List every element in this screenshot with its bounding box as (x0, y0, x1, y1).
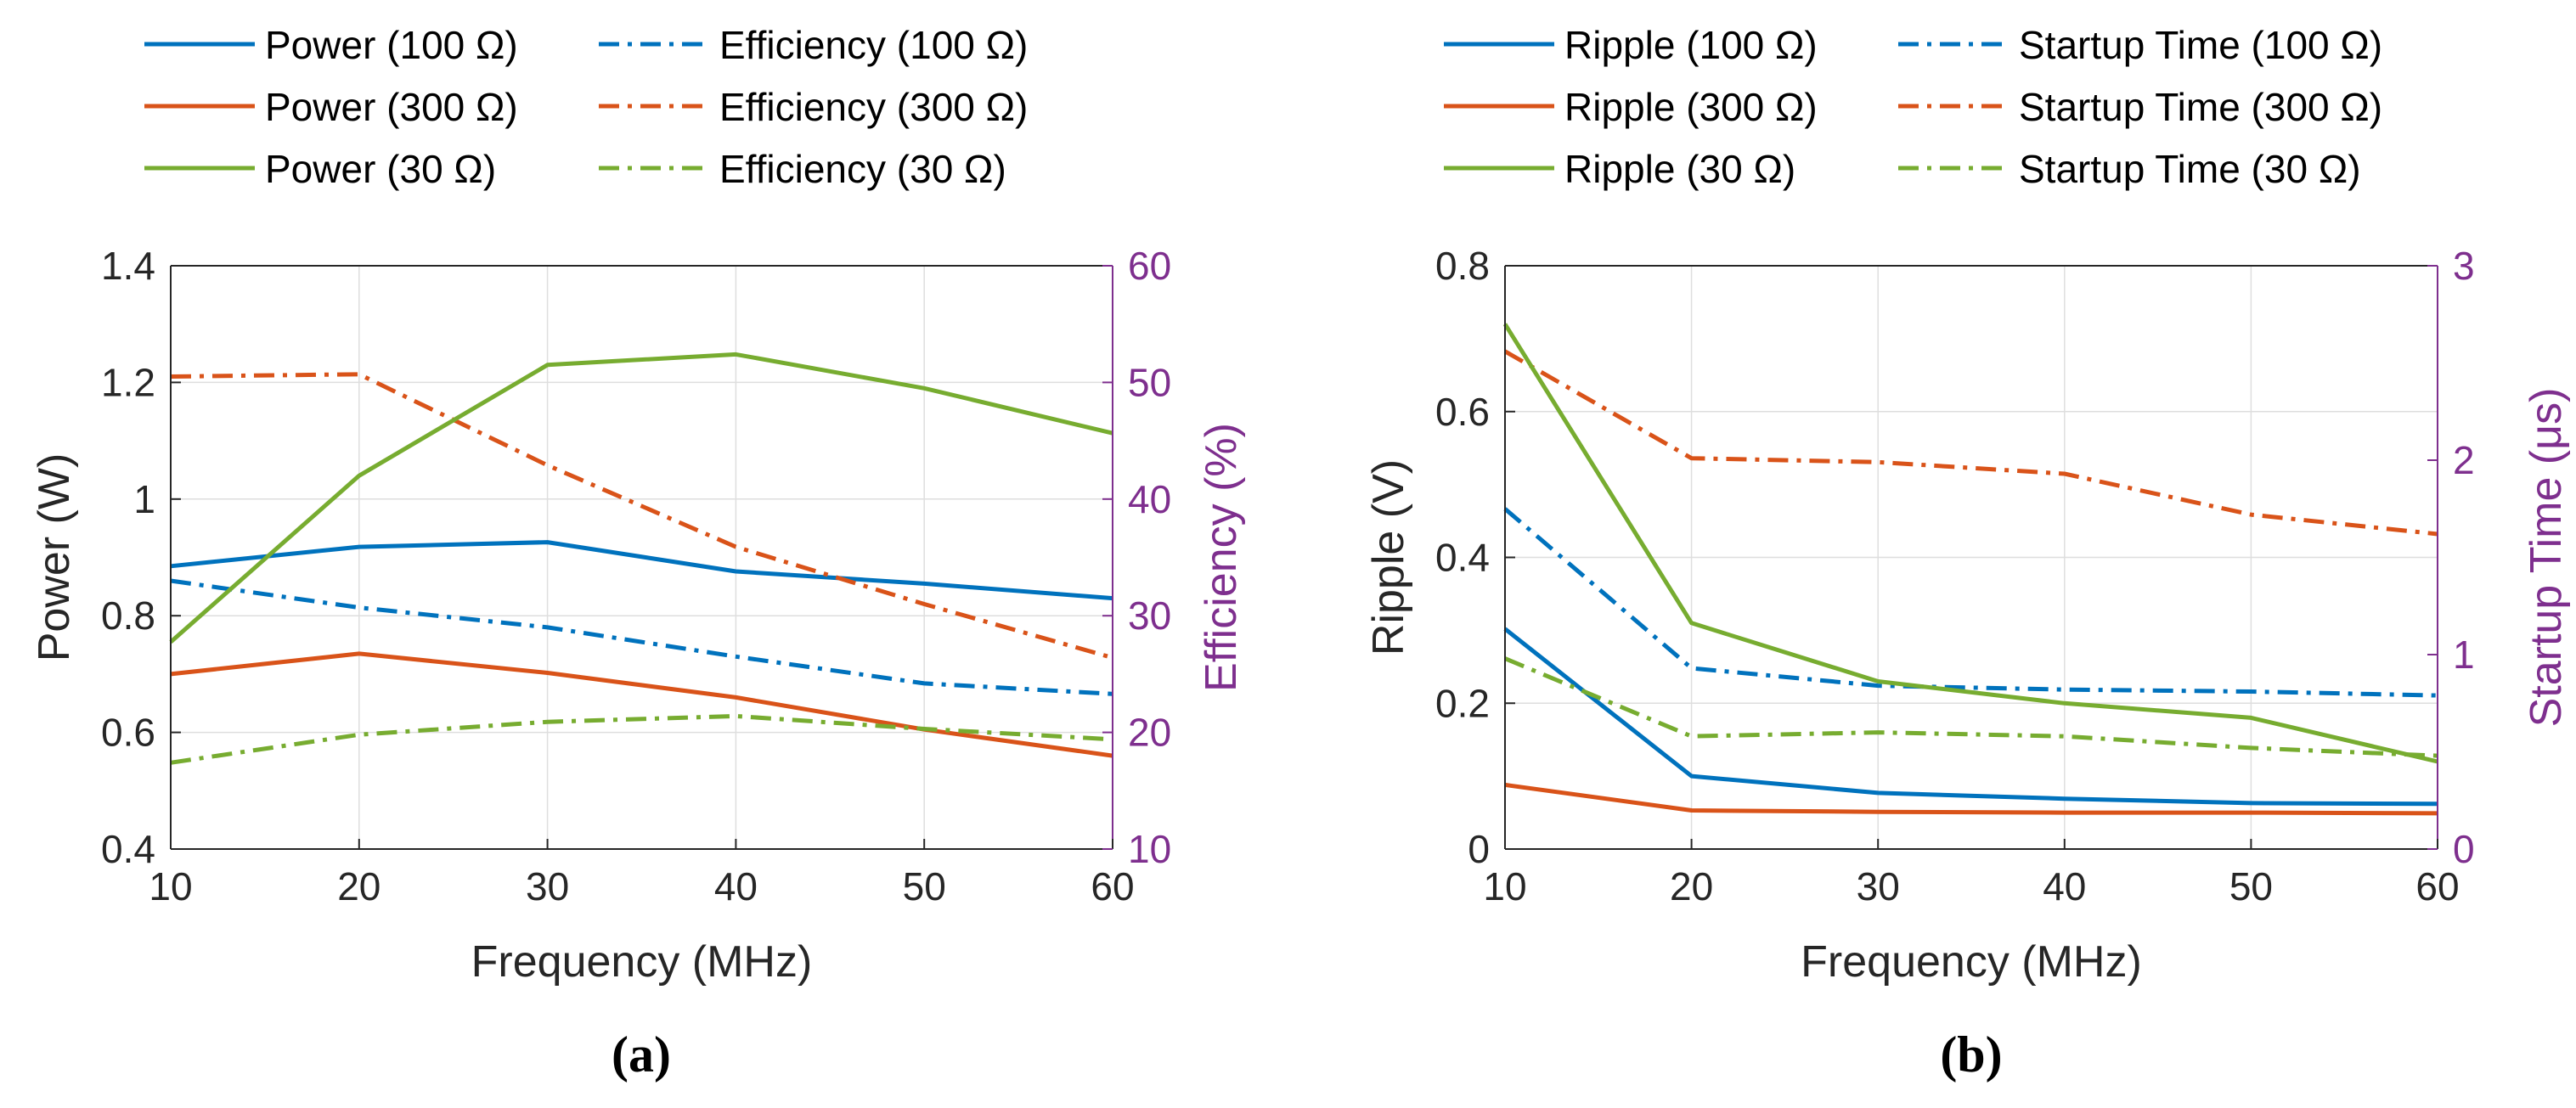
y2-tick-label: 1 (2453, 633, 2475, 677)
y-axis-title: Ripple (V) (1364, 459, 1413, 655)
y-tick-label: 0.4 (101, 827, 155, 871)
series-line-0 (1503, 627, 2438, 807)
legend-label-4: Ripple (30 Ω) (1564, 147, 1795, 191)
y-tick-label: 0.8 (101, 593, 155, 638)
series-line-2 (170, 651, 1113, 758)
y2-tick-label: 20 (1128, 711, 1171, 755)
x-tick-label: 10 (149, 864, 192, 908)
x-axis-title: Frequency (MHz) (1801, 937, 2142, 987)
legend-label-0: Ripple (100 Ω) (1564, 23, 1818, 67)
y-tick-label: 0.8 (1435, 244, 1490, 288)
legend-label-2: Power (300 Ω) (265, 85, 518, 129)
x-tick-label: 60 (2415, 864, 2459, 908)
chart-panel-a: 10 20 30 40 50 60 0.4 0.6 0.8 1 1.2 1.4 10 20 30 40 50 60… (30, 23, 1246, 1083)
legend-label-5: Startup Time (30 Ω) (2019, 147, 2361, 191)
legend-label-3: Efficiency (300 Ω) (719, 85, 1028, 129)
x-tick-label: 40 (714, 864, 758, 908)
y-tick-label: 1.2 (101, 360, 155, 404)
series-line-2 (1504, 782, 2438, 816)
x-tick-label: 20 (1670, 864, 1713, 908)
y2-tick-label: 2 (2453, 438, 2475, 482)
series-line-5 (1504, 656, 2438, 758)
y2-axis-title: Efficiency (%) (1197, 423, 1246, 692)
y-tick-label: 1 (133, 477, 155, 521)
x-tick-label: 40 (2043, 864, 2086, 908)
y-axis-title: Power (W) (30, 453, 79, 662)
legend-label-5: Efficiency (30 Ω) (719, 147, 1006, 191)
series-line-1 (170, 578, 1113, 696)
y2-tick-label: 3 (2453, 244, 2475, 288)
x-tick-label: 10 (1483, 864, 1526, 908)
y2-tick-label: 30 (1128, 593, 1171, 638)
x-axis-title: Frequency (MHz) (471, 937, 813, 987)
y-tick-label: 0.4 (1435, 536, 1490, 580)
y2-tick-label: 0 (2453, 827, 2475, 871)
legend-label-2: Ripple (300 Ω) (1564, 85, 1818, 129)
y-tick-label: 1.4 (101, 244, 155, 288)
x-tick-label: 50 (2229, 864, 2273, 908)
y-tick-label: 0.6 (101, 711, 155, 755)
y2-tick-label: 60 (1128, 244, 1171, 288)
x-tick-label: 30 (526, 864, 569, 908)
y2-tick-label: 40 (1128, 477, 1171, 521)
legend-label-4: Power (30 Ω) (265, 147, 496, 191)
x-tick-label: 60 (1091, 864, 1134, 908)
y2-tick-label: 10 (1128, 827, 1171, 871)
y2-axis-title: Startup Time (μs) (2522, 388, 2571, 728)
series-line-4 (169, 352, 1113, 644)
x-tick-label: 50 (903, 864, 946, 908)
legend-label-1: Efficiency (100 Ω) (719, 23, 1028, 67)
series-line-3 (170, 372, 1113, 661)
legend: Ripple (100 Ω) Startup Time (100 Ω) Ripple… (1444, 23, 2382, 191)
y-tick-label: 0 (1468, 827, 1490, 871)
legend: Power (100 Ω) Efficiency (100 Ω) Power (30… (144, 23, 1028, 191)
y-tick-label: 0.6 (1435, 390, 1490, 434)
y2-tick-label: 50 (1128, 360, 1171, 404)
y-tick-label: 0.2 (1435, 681, 1490, 725)
panel-sublabel: (b) (1940, 1026, 2002, 1083)
x-tick-label: 30 (1857, 864, 1900, 908)
series-line-0 (170, 540, 1113, 601)
series-line-5 (170, 713, 1113, 765)
series-line-3 (1503, 349, 2438, 537)
series-line-1 (1503, 507, 2438, 698)
legend-label-0: Power (100 Ω) (265, 23, 518, 67)
legend-label-1: Startup Time (100 Ω) (2019, 23, 2382, 67)
x-tick-label: 20 (337, 864, 380, 908)
series-line-4 (1502, 323, 2438, 764)
panel-sublabel: (a) (612, 1026, 671, 1083)
legend-label-3: Startup Time (300 Ω) (2019, 85, 2382, 129)
